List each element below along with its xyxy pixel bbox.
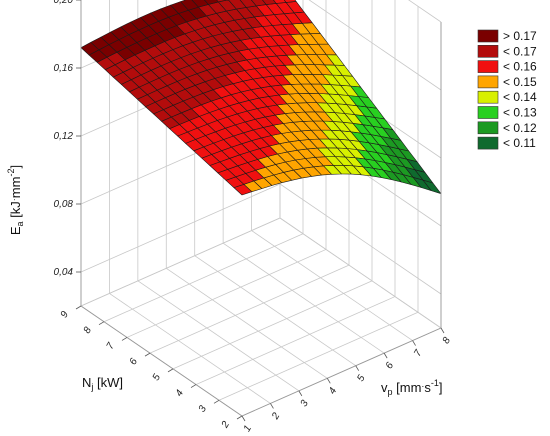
legend-label: > 0.17 [503, 29, 537, 43]
legend-swatch [477, 121, 499, 135]
z-tick-label: 0,16 [54, 63, 74, 74]
floor-gridline [103, 233, 304, 323]
legend-swatch [477, 60, 499, 73]
surface-cell [239, 0, 257, 8]
y-tick-label: 6 [128, 356, 141, 367]
y-tick-mark [121, 337, 128, 341]
surface-cell [283, 0, 297, 3]
y-tick-mark [167, 368, 174, 373]
chart-legend: > 0.17< 0.17< 0.16< 0.15< 0.14< 0.13< 0.… [477, 29, 537, 150]
x-tick-label: 1 [242, 424, 254, 434]
z-tick-label: 0,12 [54, 131, 74, 142]
wall-z-gridline [80, 217, 442, 329]
legend-swatch [477, 29, 499, 43]
x-tick-label: 6 [384, 360, 397, 371]
surface-cell [273, 0, 287, 4]
surface-cell [191, 0, 209, 8]
y-tick-label: 9 [59, 309, 72, 320]
floor-gridline [109, 293, 271, 404]
legend-label: < 0.16 [503, 60, 537, 74]
y-tick-label: 7 [105, 341, 118, 352]
surface-cell [204, 0, 219, 5]
legend-swatch [477, 136, 499, 150]
x-axis-label: vp [mm·s-1] [381, 378, 443, 397]
x-tick-mark [412, 340, 416, 346]
floor-gridline [80, 217, 281, 307]
surface-cell [251, 0, 267, 7]
y-tick-label: 4 [174, 388, 187, 399]
legend-swatch [477, 44, 499, 58]
floor-gridline [137, 280, 300, 392]
z-tick-label: 0,04 [54, 267, 74, 278]
z-axis-label: Ea [kJ·mm-2] [6, 165, 25, 235]
legend-label: < 0.11 [503, 136, 536, 150]
legend-label: < 0.14 [503, 90, 537, 104]
legend-label: < 0.17 [503, 44, 537, 58]
floor-gridline [149, 264, 350, 354]
legend-label: < 0.13 [503, 106, 537, 120]
x-tick-mark [298, 390, 303, 397]
x-tick-mark [270, 403, 274, 409]
legend-label: < 0.12 [503, 121, 537, 135]
x-tick-mark [326, 378, 331, 384]
floor-gridline [195, 296, 396, 385]
x-tick-label: 8 [441, 335, 454, 346]
surface-cell [218, 0, 237, 12]
x-tick-label: 3 [299, 398, 312, 409]
x-tick-label: 2 [270, 411, 283, 423]
x-tick-label: 7 [412, 348, 425, 359]
y-tick-label: 5 [151, 372, 164, 383]
z-tick-label: 0,08 [54, 199, 74, 210]
y-tick-label: 3 [197, 403, 210, 414]
x-tick-mark [355, 365, 360, 371]
x-tick-label: 4 [327, 385, 340, 396]
floor-gridline [218, 311, 419, 401]
legend-swatch [477, 90, 499, 104]
x-tick-label: 5 [355, 373, 368, 384]
floor-gridline [222, 242, 385, 354]
floor-gridline [279, 217, 442, 329]
floor-gridline [172, 280, 373, 370]
y-tick-mark [213, 399, 220, 404]
surface-cell [262, 0, 277, 5]
wall-z-gridline [80, 183, 442, 295]
response-surface [80, 0, 442, 196]
floor-gridline [166, 267, 328, 379]
y-tick-label: 2 [219, 419, 232, 431]
x-tick-mark [383, 352, 388, 359]
surface-cell [216, 0, 229, 3]
y-tick-mark [190, 384, 197, 388]
y-tick-mark [236, 415, 243, 420]
legend-swatch [477, 75, 499, 89]
y-tick-mark [98, 321, 105, 326]
chart-floor-grid [80, 217, 442, 417]
floor-gridline [251, 230, 413, 341]
y-axis-label: Nj [kW] [82, 375, 123, 392]
legend-swatch [477, 106, 499, 119]
y-tick-mark [75, 305, 82, 310]
x-tick-mark [440, 327, 445, 334]
y-tick-label: 8 [82, 325, 95, 336]
z-tick-label: 0,20 [54, 0, 74, 6]
floor-gridline [126, 249, 327, 338]
x-tick-mark [241, 415, 246, 422]
y-tick-mark [144, 352, 151, 357]
legend-label: < 0.15 [503, 75, 537, 89]
floor-gridline [194, 255, 356, 367]
